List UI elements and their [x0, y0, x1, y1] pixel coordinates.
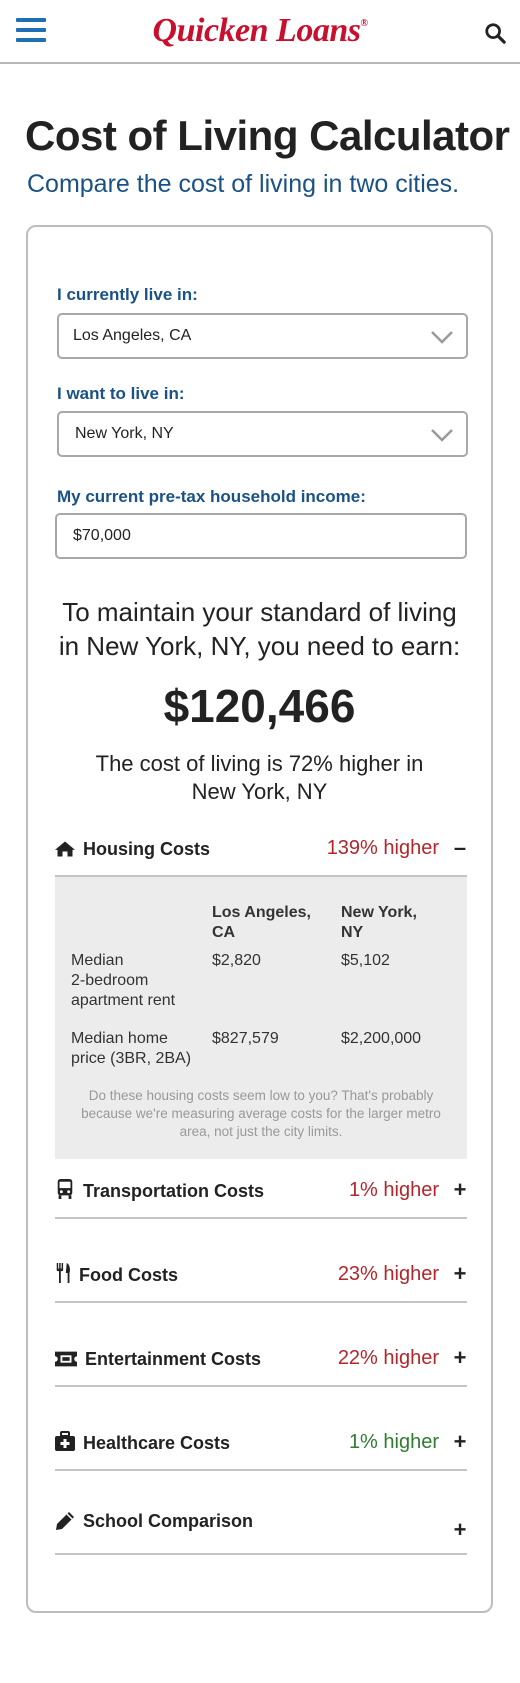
- category-name: Healthcare Costs: [83, 1433, 231, 1453]
- category-diff: 1% higher: [348, 1431, 439, 1453]
- home-price-city1: $827,579: [212, 1030, 279, 1047]
- rent-city1: $2,820: [212, 952, 261, 969]
- expand-toggle[interactable]: +: [453, 1429, 467, 1454]
- chevron-down-icon: [431, 429, 453, 442]
- income-value: $70,000: [73, 527, 131, 544]
- result-line-2: in New York, NY, you need to earn:: [58, 631, 461, 661]
- quicken-loans-logo[interactable]: Quicken Loans®: [152, 12, 368, 49]
- required-income-amount: $120,466: [163, 680, 356, 732]
- category-diff: 139% higher: [326, 837, 439, 859]
- category-diff: 1% higher: [348, 1179, 439, 1201]
- home-price-city2: $2,200,000: [341, 1030, 422, 1047]
- category-name: School Comparison: [83, 1511, 254, 1531]
- chevron-down-icon: [431, 331, 453, 344]
- utensils-icon: [56, 1263, 70, 1283]
- category-name: Entertainment Costs: [85, 1349, 262, 1369]
- column-header-city2: New York, NY: [341, 904, 417, 941]
- bus-icon: [57, 1179, 73, 1199]
- expand-toggle[interactable]: +: [453, 1517, 467, 1542]
- column-header-city1: Los Angeles, CA: [212, 904, 311, 941]
- current-city-value: Los Angeles, CA: [73, 327, 192, 344]
- target-city-select[interactable]: New York, NY: [57, 411, 468, 457]
- result-line-1: To maintain your standard of living: [62, 597, 457, 627]
- medkit-icon: [55, 1431, 75, 1451]
- cost-summary-line-2: New York, NY: [191, 779, 328, 804]
- category-transportation[interactable]: Transportation Costs 1% higher +: [55, 1167, 467, 1219]
- category-housing[interactable]: Housing Costs 139% higher –: [55, 825, 467, 877]
- home-icon: [55, 841, 75, 857]
- category-school[interactable]: School Comparison +: [55, 1497, 467, 1555]
- housing-details-panel: Los Angeles, CA New York, NY Median 2-bedr…: [55, 877, 467, 1159]
- housing-note: Do these housing costs seem low to you? …: [81, 1088, 441, 1139]
- ticket-icon: [55, 1351, 77, 1367]
- income-label: My current pre-tax household income:: [57, 487, 366, 506]
- current-city-label: I currently live in:: [57, 285, 198, 304]
- row-label-home-price: Median home price (3BR, 2BA): [71, 1030, 192, 1067]
- calculator-card: I currently live in: Los Angeles, CA I w…: [26, 225, 493, 1613]
- target-city-label: I want to live in:: [57, 384, 185, 403]
- expand-toggle[interactable]: +: [453, 1345, 467, 1370]
- category-name: Transportation Costs: [83, 1181, 265, 1201]
- category-healthcare[interactable]: Healthcare Costs 1% higher +: [55, 1419, 467, 1471]
- category-food[interactable]: Food Costs 23% higher +: [55, 1251, 467, 1303]
- collapse-toggle[interactable]: –: [453, 835, 467, 860]
- expand-toggle[interactable]: +: [453, 1177, 467, 1202]
- hamburger-menu-icon[interactable]: [16, 18, 46, 44]
- category-entertainment[interactable]: Entertainment Costs 22% higher +: [55, 1335, 467, 1387]
- category-diff: 22% higher: [337, 1347, 439, 1369]
- category-name: Food Costs: [79, 1265, 178, 1285]
- search-icon[interactable]: [484, 22, 506, 44]
- cost-summary-line-1: The cost of living is 72% higher in: [95, 751, 424, 776]
- target-city-value: New York, NY: [75, 425, 174, 442]
- income-input[interactable]: $70,000: [55, 513, 467, 559]
- rent-city2: $5,102: [341, 952, 390, 969]
- row-label-rent: Median 2-bedroom apartment rent: [71, 952, 176, 1009]
- page-subtitle: Compare the cost of living in two cities…: [27, 170, 460, 198]
- expand-toggle[interactable]: +: [453, 1261, 467, 1286]
- category-name: Housing Costs: [83, 839, 211, 859]
- category-diff: 23% higher: [337, 1263, 439, 1285]
- site-header: Quicken Loans®: [0, 0, 520, 64]
- current-city-select[interactable]: Los Angeles, CA: [57, 313, 468, 359]
- pencil-icon: [56, 1512, 74, 1530]
- page-title: Cost of Living Calculator: [25, 112, 510, 159]
